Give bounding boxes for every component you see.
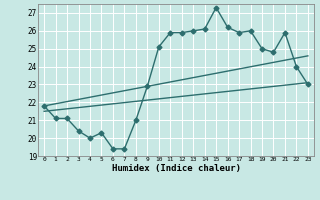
X-axis label: Humidex (Indice chaleur): Humidex (Indice chaleur)	[111, 164, 241, 173]
